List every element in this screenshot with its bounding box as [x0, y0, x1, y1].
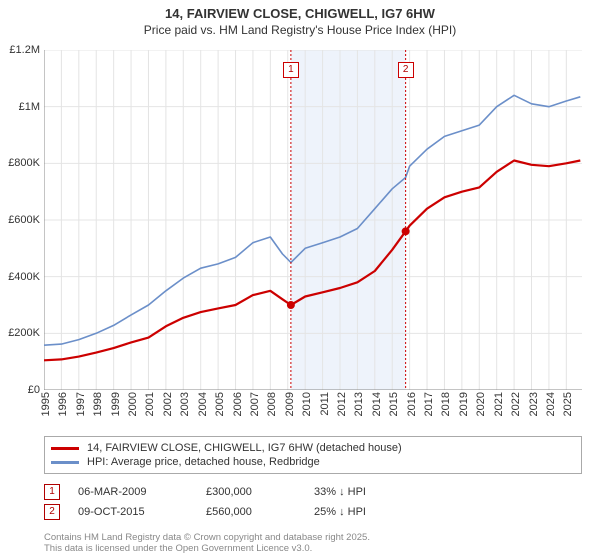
y-axis-tick: £600K [0, 214, 40, 226]
x-axis-tick: 2019 [458, 392, 470, 416]
legend: 14, FAIRVIEW CLOSE, CHIGWELL, IG7 6HW (d… [44, 436, 582, 474]
event-marker-icon: 1 [44, 484, 60, 500]
attribution-line: Contains HM Land Registry data © Crown c… [44, 532, 370, 543]
event-diff: 33% ↓ HPI [314, 486, 434, 498]
event-date: 09-OCT-2015 [78, 506, 188, 518]
x-axis-tick: 2018 [440, 392, 452, 416]
x-axis-tick: 2006 [232, 392, 244, 416]
legend-swatch [51, 461, 79, 464]
event-row: 2 09-OCT-2015 £560,000 25% ↓ HPI [44, 502, 582, 522]
y-axis-tick: £0 [0, 384, 40, 396]
events-table: 1 06-MAR-2009 £300,000 33% ↓ HPI 2 09-OC… [44, 482, 582, 522]
x-axis-tick: 2015 [388, 392, 400, 416]
x-axis-tick: 2002 [162, 392, 174, 416]
x-axis-tick: 2013 [353, 392, 365, 416]
x-axis-tick: 2005 [214, 392, 226, 416]
x-axis-tick: 2009 [284, 392, 296, 416]
x-axis-tick: 2007 [249, 392, 261, 416]
event-row: 1 06-MAR-2009 £300,000 33% ↓ HPI [44, 482, 582, 502]
x-axis-tick: 2021 [493, 392, 505, 416]
y-axis-tick: £1M [0, 101, 40, 113]
x-axis-tick: 1995 [40, 392, 52, 416]
x-axis-tick: 2001 [144, 392, 156, 416]
event-diff: 25% ↓ HPI [314, 506, 434, 518]
x-axis-tick: 2000 [127, 392, 139, 416]
event-price: £560,000 [206, 506, 296, 518]
x-axis-tick: 2017 [423, 392, 435, 416]
x-axis-tick: 2023 [528, 392, 540, 416]
x-axis-tick: 2010 [301, 392, 313, 416]
x-axis-tick: 1998 [92, 392, 104, 416]
x-axis-tick: 2004 [197, 392, 209, 416]
event-marker-box: 2 [398, 62, 414, 78]
x-axis-tick: 2011 [319, 392, 331, 416]
legend-label: HPI: Average price, detached house, Redb… [87, 456, 320, 468]
legend-label: 14, FAIRVIEW CLOSE, CHIGWELL, IG7 6HW (d… [87, 442, 402, 454]
x-axis-tick: 2014 [371, 392, 383, 416]
event-price: £300,000 [206, 486, 296, 498]
y-axis-tick: £400K [0, 271, 40, 283]
legend-item: 14, FAIRVIEW CLOSE, CHIGWELL, IG7 6HW (d… [51, 441, 575, 455]
event-date: 06-MAR-2009 [78, 486, 188, 498]
x-axis-tick: 1996 [57, 392, 69, 416]
x-axis-tick: 2020 [475, 392, 487, 416]
x-axis-tick: 2022 [510, 392, 522, 416]
y-axis-tick: £200K [0, 327, 40, 339]
x-axis-tick: 2008 [266, 392, 278, 416]
attribution: Contains HM Land Registry data © Crown c… [44, 532, 370, 555]
x-axis-tick: 2016 [406, 392, 418, 416]
attribution-line: This data is licensed under the Open Gov… [44, 543, 370, 554]
x-axis-tick: 1999 [110, 392, 122, 416]
event-marker-box: 1 [283, 62, 299, 78]
x-axis-tick: 2012 [336, 392, 348, 416]
address-title: 14, FAIRVIEW CLOSE, CHIGWELL, IG7 6HW [0, 6, 600, 21]
legend-item: HPI: Average price, detached house, Redb… [51, 455, 575, 469]
price-chart [44, 50, 582, 390]
y-axis-tick: £1.2M [0, 44, 40, 56]
legend-swatch [51, 447, 79, 450]
chart-subtitle: Price paid vs. HM Land Registry's House … [0, 23, 600, 37]
x-axis-tick: 2003 [179, 392, 191, 416]
x-axis-tick: 2024 [545, 392, 557, 416]
x-axis-tick: 1997 [75, 392, 87, 416]
x-axis-tick: 2025 [562, 392, 574, 416]
event-marker-icon: 2 [44, 504, 60, 520]
y-axis-tick: £800K [0, 157, 40, 169]
